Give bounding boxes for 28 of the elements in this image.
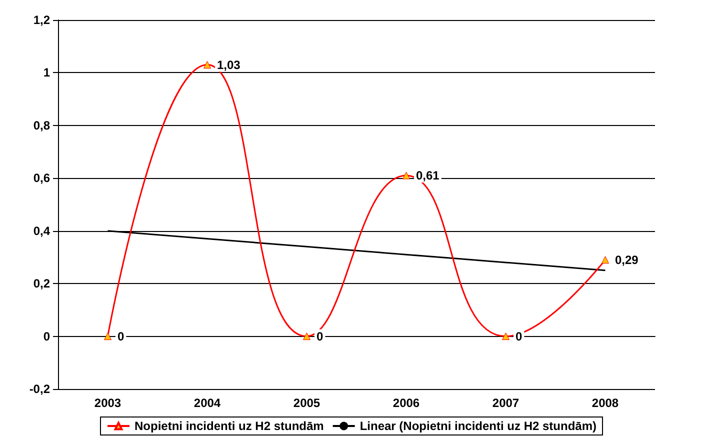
data-label: 0,29 — [615, 252, 639, 267]
point — [303, 332, 310, 340]
x-tick-label: 2003 — [94, 396, 122, 410]
y-tick-label: 1,2 — [33, 13, 50, 27]
x-tick-label: 2005 — [293, 396, 320, 410]
y-tick-label: 0,8 — [33, 118, 50, 132]
data-label: 1,03 — [217, 58, 241, 72]
data-label: 0 — [316, 329, 324, 344]
y-tick-label: 0 — [43, 329, 50, 344]
y-tick-label: 0,4 — [33, 224, 50, 238]
x-tick-label: 2007 — [492, 396, 520, 410]
point — [104, 332, 112, 340]
point — [402, 172, 410, 180]
data-label: 0,61 — [416, 168, 440, 183]
y-tick-label: 0,6 — [33, 171, 50, 186]
data-label: 0 — [516, 329, 522, 344]
y-tick-label: 0,2 — [33, 276, 50, 291]
x-tick-label: 2008 — [592, 396, 619, 410]
y-tick-label: -0,2 — [29, 382, 50, 396]
y-tick-label: 1 — [43, 66, 50, 80]
point — [602, 256, 609, 264]
data-label: 0 — [118, 329, 124, 344]
point — [502, 332, 510, 340]
legend-label: Linear (Nopietni incidenti uz H2 stundām) — [360, 419, 597, 433]
point — [204, 61, 211, 69]
x-tick-label: 2004 — [194, 396, 221, 410]
legend-label: Nopietni incidenti uz H2 stundām — [134, 419, 324, 433]
x-tick-label: 2006 — [392, 396, 420, 410]
